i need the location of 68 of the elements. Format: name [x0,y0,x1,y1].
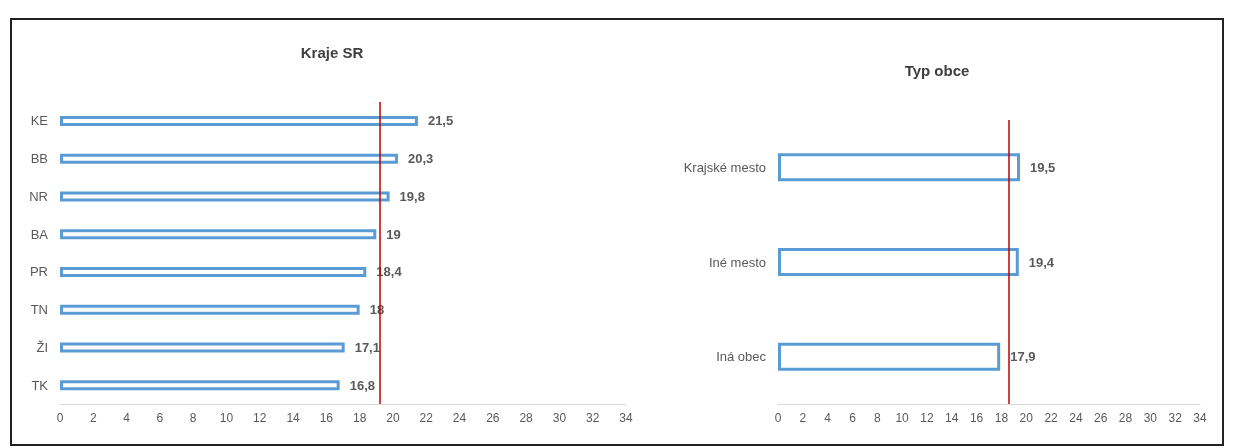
y-tick-label: KE [30,113,49,129]
chart-title: Typ obce [904,62,970,79]
y-tick-label: BB [30,151,48,167]
bar [778,153,1021,182]
x-tick-label: 12 [920,411,934,425]
x-tick-label: 18 [352,411,367,425]
y-tick-label: ŽI [36,339,48,355]
y-tick-label: BA [30,226,49,242]
x-tick-label: 14 [945,411,959,425]
bar [60,153,398,164]
bar [60,380,340,391]
x-tick-label: 4 [123,411,131,425]
x-tick-label: 16 [319,411,334,425]
chart-title: Kraje SR [300,44,364,61]
x-tick-label: 30 [552,411,567,425]
x-tick-label: 28 [519,411,534,425]
bar [60,266,367,277]
x-tick-label: 0 [774,411,782,425]
text: 16,8 [349,377,375,393]
text: 17,9 [1010,349,1036,365]
y-tick-label: Iné mesto [708,254,766,270]
x-tick-label: 32 [586,411,600,425]
x-tick-label: 32 [1168,411,1183,425]
text: 19,5 [1030,159,1056,175]
text: 20,3 [407,151,434,167]
bar [60,304,360,315]
x-tick-label: 24 [1069,411,1083,425]
x-tick-label: 22 [1044,411,1059,425]
text: 19,8 [399,188,425,204]
bar [778,342,1001,371]
x-tick-label: 2 [799,411,807,425]
x-tick-label: 10 [895,411,910,425]
x-tick-label: 22 [419,411,434,425]
bar [60,191,390,202]
x-tick-label: 6 [849,411,857,425]
x-tick-label: 16 [969,411,984,425]
x-tick-label: 0 [56,411,64,425]
y-tick-label: PR [29,264,48,280]
bar [778,248,1019,276]
text: 19,4 [1028,254,1055,270]
x-tick-label: 10 [219,411,234,425]
x-tick-label: 12 [253,411,267,425]
x-tick-label: 34 [619,411,633,425]
x-tick-label: 8 [189,411,197,425]
x-tick-label: 28 [1118,411,1133,425]
x-tick-label: 30 [1143,411,1158,425]
x-tick-label: 20 [1019,411,1034,425]
x-tick-label: 2 [89,411,97,425]
x-tick-label: 4 [824,411,832,425]
x-tick-label: 34 [1193,411,1207,425]
x-tick-label: 8 [873,411,881,425]
x-tick-label: 6 [156,411,164,425]
x-tick-label: 24 [452,411,467,425]
text: 21,5 [427,113,454,129]
y-tick-label: TN [30,302,48,318]
y-tick-label: NR [29,188,48,204]
y-tick-label: TK [31,377,49,393]
x-tick-label: 26 [486,411,500,425]
bar [60,342,345,353]
y-tick-label: Krajské mesto [683,159,766,175]
x-tick-label: 26 [1094,411,1108,425]
bar [60,229,377,240]
bar [60,115,418,126]
text: 19 [386,226,401,242]
y-tick-label: Iná obec [716,349,767,365]
x-tick-label: 20 [386,411,400,425]
x-tick-label: 18 [994,411,1009,425]
x-tick-label: 14 [286,411,301,425]
